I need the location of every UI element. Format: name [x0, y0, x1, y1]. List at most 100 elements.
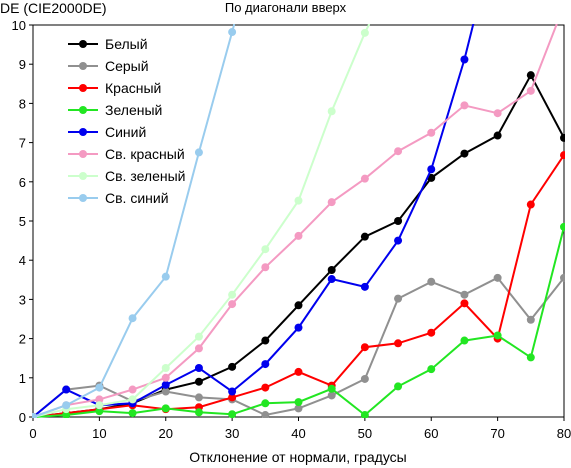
legend-label: Серый [105, 58, 149, 74]
data-point [360, 174, 369, 183]
data-point [161, 272, 170, 281]
data-point [560, 273, 565, 282]
data-point [327, 275, 336, 284]
data-point [294, 398, 303, 407]
y-tick-label: 1 [19, 371, 26, 386]
data-point [294, 301, 303, 310]
data-point [360, 343, 369, 352]
legend-label: Белый [105, 36, 148, 52]
data-point [560, 1, 568, 9]
legend-label: Св. зеленый [105, 168, 185, 184]
y-tick-label: 2 [19, 332, 26, 347]
data-point [228, 290, 237, 299]
data-point [261, 411, 270, 418]
data-point [360, 374, 369, 383]
legend: Белый Серый Красный Зеленый Синий Св. красный… [68, 36, 185, 206]
data-point [526, 353, 535, 362]
y-tick-label: 4 [19, 253, 26, 268]
data-point [261, 263, 270, 272]
data-point [161, 404, 170, 413]
legend-item: Синий [68, 124, 146, 140]
x-tick-label: 30 [225, 426, 239, 441]
data-point [128, 314, 137, 323]
x-tick-label: 40 [291, 426, 305, 441]
y-tick-label: 0 [19, 410, 26, 425]
data-point [394, 382, 403, 391]
series-group [32, 1, 568, 418]
legend-item: Красный [68, 80, 161, 96]
data-point [261, 336, 270, 345]
data-point [526, 86, 535, 95]
data-point [194, 377, 203, 386]
data-point [360, 232, 369, 241]
data-point [261, 399, 270, 408]
x-tick-label: 70 [490, 426, 504, 441]
legend-marker [79, 128, 87, 136]
data-point [427, 328, 436, 337]
chart-title: По диагонали вверх [224, 0, 347, 15]
series-4 [32, 24, 475, 418]
data-point [460, 149, 469, 158]
data-point [161, 373, 170, 382]
data-point [360, 282, 369, 291]
data-point [228, 300, 237, 309]
data-point [427, 365, 436, 374]
data-point [327, 198, 336, 207]
axes: 0 1 2 3 4 5 6 7 8 9 10 0 10 20 30 40 50 60 70 80 [12, 18, 571, 441]
data-point [194, 344, 203, 353]
data-point [560, 222, 565, 231]
data-point [228, 410, 237, 418]
data-point [294, 231, 303, 240]
data-point [493, 331, 502, 340]
data-point [460, 101, 469, 110]
series-line [32, 226, 565, 418]
data-point [394, 217, 403, 225]
data-point [62, 401, 71, 410]
data-point [95, 407, 104, 416]
data-point [194, 408, 203, 417]
y-tick-label: 7 [19, 136, 26, 151]
data-point [526, 200, 535, 209]
legend-label: Синий [105, 124, 146, 140]
data-point [261, 245, 270, 254]
data-point [360, 411, 369, 418]
series-line [32, 24, 371, 418]
legend-item: Белый [68, 36, 148, 52]
data-point [493, 273, 502, 282]
data-point [161, 380, 170, 389]
legend-label: Красный [105, 80, 161, 96]
data-point [194, 393, 203, 402]
legend-marker [79, 194, 87, 202]
data-point [62, 385, 71, 394]
legend-marker [79, 172, 87, 180]
legend-marker [79, 40, 87, 48]
legend-marker [79, 84, 87, 92]
data-point [228, 28, 237, 37]
data-point [161, 364, 170, 372]
data-point [327, 384, 336, 393]
legend-marker [79, 150, 87, 158]
data-point [526, 71, 535, 80]
legend-item: Зеленый [68, 102, 162, 118]
x-tick-label: 80 [557, 426, 571, 441]
data-point [261, 360, 270, 369]
data-point [294, 367, 303, 376]
data-point [394, 294, 403, 303]
data-point [32, 413, 37, 418]
y-tick-label: 3 [19, 292, 26, 307]
data-point [194, 148, 203, 157]
data-point [294, 196, 303, 205]
legend-marker [79, 106, 87, 114]
x-tick-label: 0 [29, 426, 36, 441]
data-point [394, 339, 403, 348]
data-point [327, 266, 336, 274]
data-point [228, 362, 237, 371]
x-tick-label: 60 [424, 426, 438, 441]
legend-item: Св. зеленый [68, 168, 185, 184]
y-tick-label: 8 [19, 96, 26, 111]
data-point [62, 411, 71, 418]
data-point [460, 336, 469, 345]
data-point [95, 383, 104, 392]
series-line [32, 24, 236, 418]
